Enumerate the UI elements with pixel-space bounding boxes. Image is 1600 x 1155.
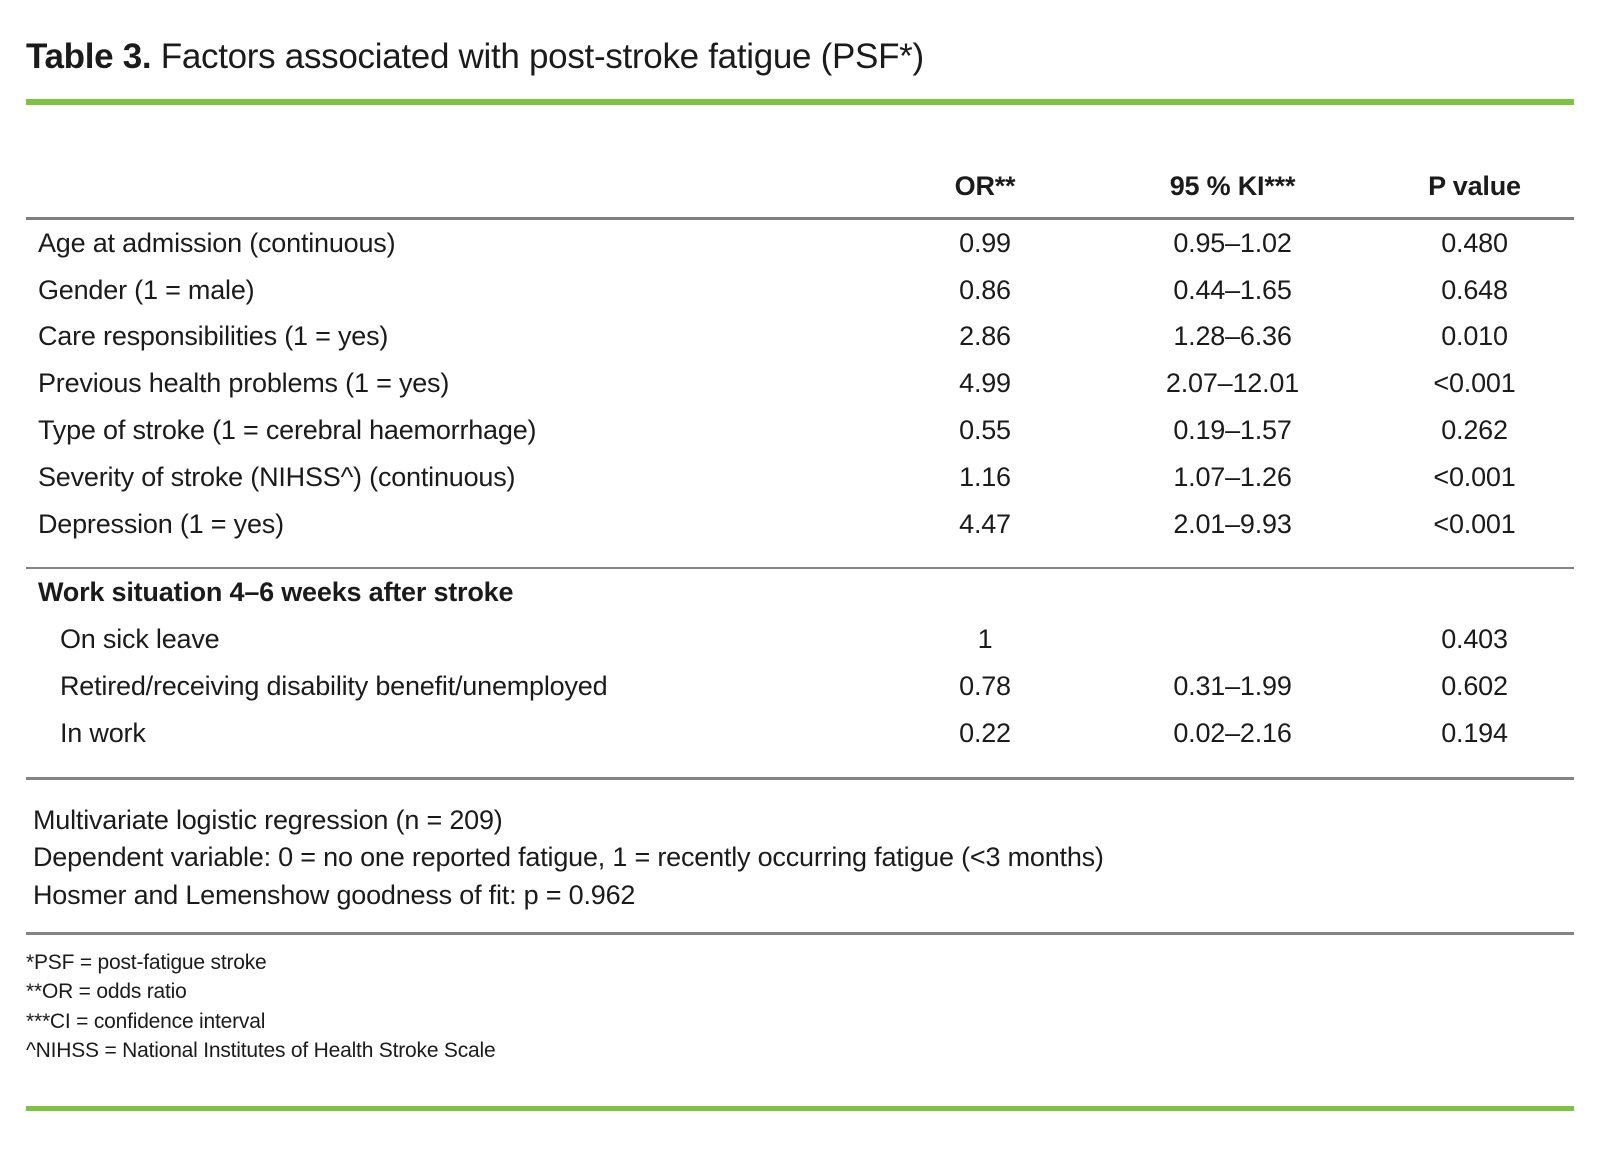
table-row: In work 0.22 0.02–2.16 0.194 <box>26 710 1574 757</box>
column-header-ki: 95 % KI*** <box>1169 171 1296 201</box>
section-header-label: Work situation 4–6 weeks after stroke <box>38 577 514 608</box>
row-or-value: 2.86 <box>959 321 1011 352</box>
table-footnotes: *PSF = post-fatigue stroke **OR = odds r… <box>26 935 1574 1066</box>
note-line: Hosmer and Lemenshow goodness of fit: p … <box>33 879 636 910</box>
row-ki-value: 0.44–1.65 <box>1173 274 1292 305</box>
footnote-line: **OR = odds ratio <box>26 980 187 1004</box>
row-p-value: 0.648 <box>1441 274 1508 305</box>
table-title: Table 3. Factors associated with post-st… <box>26 0 1574 78</box>
header-divider-rule <box>26 217 1574 220</box>
table-row: Previous health problems (1 = yes) 4.99 … <box>26 360 1574 407</box>
table-header-row: OR** 95 % KI*** P value <box>26 105 1574 217</box>
note-line: Dependent variable: 0 = no one reported … <box>33 842 1104 873</box>
row-or-value: 4.47 <box>959 508 1011 539</box>
section-divider-rule <box>26 566 1574 570</box>
row-label: On sick leave <box>60 624 220 655</box>
row-ki-value: 1.07–1.26 <box>1173 461 1292 492</box>
row-label: Type of stroke (1 = cerebral haemorrhage… <box>38 415 537 446</box>
row-label: Care responsibilities (1 = yes) <box>38 321 389 352</box>
bottom-green-rule <box>26 1105 1574 1111</box>
row-ki-value: 0.95–1.02 <box>1173 227 1292 258</box>
notes-divider-rule <box>26 777 1574 780</box>
top-green-rule <box>26 99 1574 105</box>
row-or-value: 0.22 <box>959 718 1011 749</box>
section-header-row: Work situation 4–6 weeks after stroke <box>26 569 1574 616</box>
table-row: On sick leave 1 0.403 <box>26 616 1574 663</box>
row-p-value: 0.194 <box>1441 718 1508 749</box>
table-notes: Multivariate logistic regression (n = 20… <box>26 780 1574 933</box>
table-row: Type of stroke (1 = cerebral haemorrhage… <box>26 407 1574 454</box>
row-or-value: 1.16 <box>959 461 1011 492</box>
column-header-or: OR** <box>954 171 1016 201</box>
row-or-value: 1 <box>977 624 993 655</box>
row-label: In work <box>60 718 146 749</box>
row-or-value: 0.78 <box>959 671 1011 702</box>
footnote-line: *PSF = post-fatigue stroke <box>26 950 267 974</box>
spacer <box>26 757 1574 777</box>
table-row: Retired/receiving disability benefit/une… <box>26 663 1574 710</box>
table-number: Table 3. <box>26 37 152 76</box>
row-ki-value: 1.28–6.36 <box>1173 321 1292 352</box>
row-label: Severity of stroke (NIHSS^) (continuous) <box>38 461 516 492</box>
row-p-value: 0.403 <box>1441 624 1508 655</box>
table-row: Care responsibilities (1 = yes) 2.86 1.2… <box>26 314 1574 361</box>
row-p-value: <0.001 <box>1433 368 1516 399</box>
row-p-value: <0.001 <box>1433 508 1516 539</box>
row-ki-value: 2.07–12.01 <box>1165 368 1300 399</box>
table-row: Age at admission (continuous) 0.99 0.95–… <box>26 220 1574 267</box>
row-ki-value: 0.19–1.57 <box>1173 415 1292 446</box>
row-label: Depression (1 = yes) <box>38 508 284 539</box>
row-p-value: 0.010 <box>1441 321 1508 352</box>
table-row: Severity of stroke (NIHSS^) (continuous)… <box>26 454 1574 501</box>
note-line: Multivariate logistic regression (n = 20… <box>33 804 503 835</box>
table-caption: Factors associated with post-stroke fati… <box>151 37 924 76</box>
footnote-line: ***CI = confidence interval <box>26 1009 266 1033</box>
footnote-line: ^NIHSS = National Institutes of Health S… <box>26 1039 496 1063</box>
row-p-value: <0.001 <box>1433 461 1516 492</box>
row-p-value: 0.602 <box>1441 671 1508 702</box>
column-header-pvalue: P value <box>1428 171 1521 201</box>
row-p-value: 0.480 <box>1441 227 1508 258</box>
row-p-value: 0.262 <box>1441 415 1508 446</box>
row-label: Gender (1 = male) <box>38 274 255 305</box>
row-label: Age at admission (continuous) <box>38 227 396 258</box>
row-ki-value: 0.31–1.99 <box>1173 671 1292 702</box>
row-label: Retired/receiving disability benefit/une… <box>60 671 608 702</box>
row-or-value: 0.55 <box>959 415 1011 446</box>
row-ki-value: 2.01–9.93 <box>1173 508 1292 539</box>
row-ki-value: 0.02–2.16 <box>1173 718 1292 749</box>
table-row: Gender (1 = male) 0.86 0.44–1.65 0.648 <box>26 267 1574 314</box>
row-label: Previous health problems (1 = yes) <box>38 368 450 399</box>
row-or-value: 4.99 <box>959 368 1011 399</box>
row-or-value: 0.99 <box>959 227 1011 258</box>
table-row: Depression (1 = yes) 4.47 2.01–9.93 <0.0… <box>26 501 1574 548</box>
row-or-value: 0.86 <box>959 274 1011 305</box>
table-figure: Table 3. Factors associated with post-st… <box>26 0 1574 1111</box>
spacer <box>26 548 1574 567</box>
column-header-blank <box>26 202 880 217</box>
footnotes-divider-rule <box>26 932 1574 935</box>
